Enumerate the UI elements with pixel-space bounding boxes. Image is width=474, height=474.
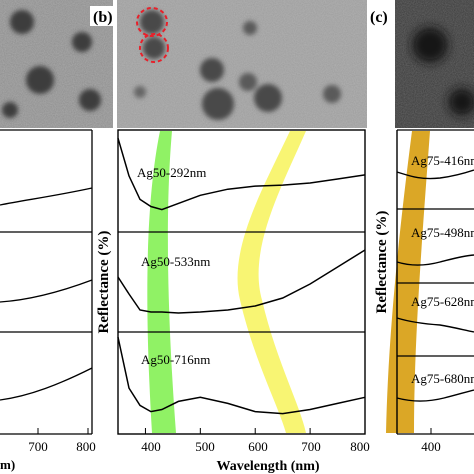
- panel-b-label: (b): [93, 9, 113, 26]
- particle-outline: [136, 7, 169, 63]
- tick-label-c-400: 400: [421, 439, 441, 454]
- panel-c-label: (c): [370, 9, 388, 26]
- green-band: [147, 131, 176, 433]
- curve-label-ag50-292: Ag50-292nm: [137, 165, 206, 180]
- curve-label-ag50-533: Ag50-533nm: [141, 254, 210, 269]
- left-curve-3: [0, 367, 93, 401]
- tick-label-700: 700: [301, 439, 321, 454]
- curve-ag75-680: [396, 389, 474, 402]
- tick-label-400: 400: [141, 439, 161, 454]
- left-xlabel-fragment: m): [0, 457, 15, 472]
- orange-band: [386, 131, 430, 433]
- y-axis-title-c: Reflectance (%): [374, 211, 390, 314]
- tick-label-800: 800: [350, 439, 370, 454]
- curve-ag50-533: [117, 249, 366, 314]
- x-axis-title: Wavelength (nm): [216, 459, 319, 474]
- curve-ag75-416: [396, 169, 474, 180]
- curve-label-ag75-628: Ag75-628nm: [411, 294, 474, 309]
- left-curve-2: [0, 279, 93, 303]
- chart-b: Ag50-292nm Ag50-533nm Ag50-716nm 400 500…: [96, 129, 370, 474]
- curve-ag75-498: [396, 254, 474, 266]
- curve-ag75-628: [396, 317, 474, 333]
- tem-image-b: [117, 0, 367, 128]
- tick-label-600: 600: [248, 439, 268, 454]
- left-tick-800: 800: [76, 439, 96, 454]
- y-axis-title-b: Reflectance (%): [96, 231, 112, 334]
- left-curve-1: [0, 187, 93, 206]
- yellow-band: [237, 131, 306, 433]
- x-ticks-b: [144, 428, 366, 434]
- curve-label-ag75-416: Ag75-416nm: [411, 153, 474, 168]
- tick-label-500: 500: [195, 439, 215, 454]
- left-chart: 700 800 m): [0, 129, 96, 472]
- curve-ag50-716: [117, 336, 366, 415]
- curve-label-ag50-716: Ag50-716nm: [141, 352, 210, 367]
- left-tick-700: 700: [28, 439, 48, 454]
- curve-label-ag75-498: Ag75-498nm: [411, 225, 474, 240]
- tem-image-c: [395, 0, 474, 128]
- chart-c: Ag75-416nm Ag75-498nm Ag75-628nm Ag75-68…: [374, 129, 474, 454]
- curve-label-ag75-680: Ag75-680nm: [411, 371, 474, 386]
- curve-ag50-292: [117, 137, 366, 211]
